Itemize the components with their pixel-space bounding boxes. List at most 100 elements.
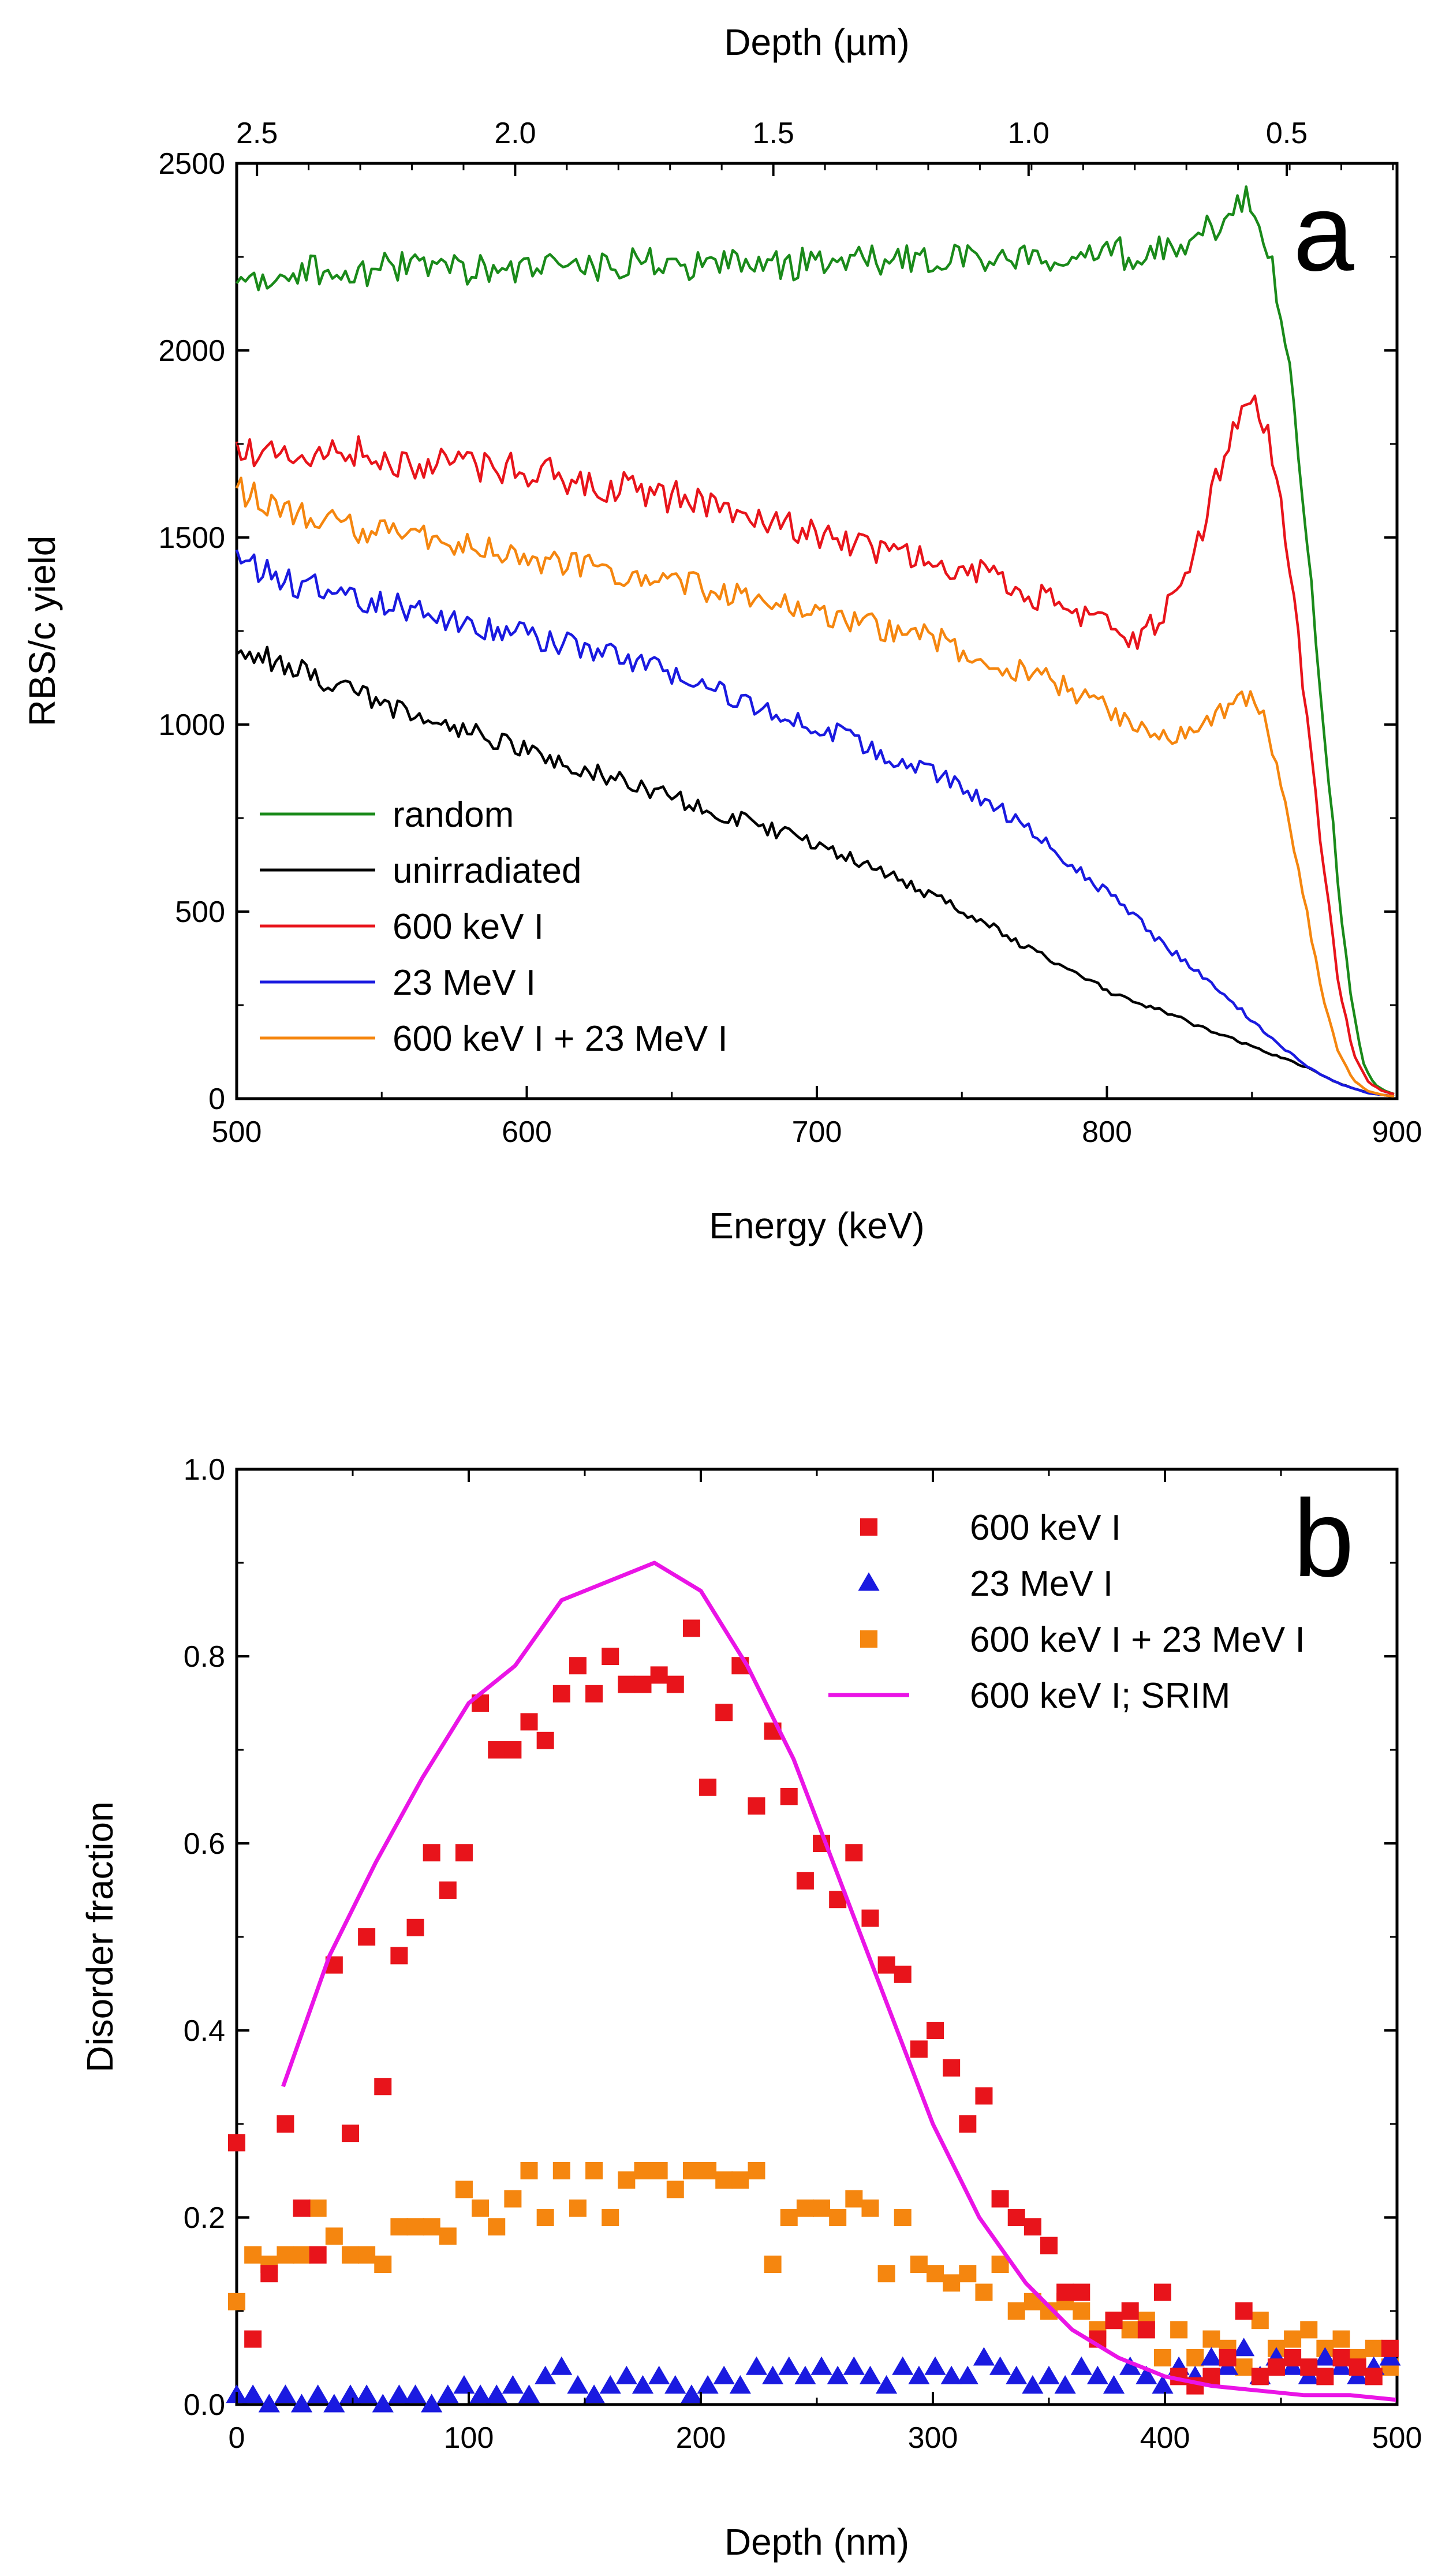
data-point-600-kev-i [650,1666,668,1684]
data-point-23-mev-i [1103,2375,1125,2394]
data-point-600-kev-i-23-mev-i [390,2218,408,2236]
data-point-600-kev-i-23-mev-i [927,2265,944,2283]
panel-a-series [235,185,1395,1098]
data-point-600-kev-i [309,2246,327,2264]
data-point-600-kev-i-23-mev-i [423,2218,440,2236]
data-point-600-kev-i-23-mev-i [1007,2302,1025,2320]
data-point-600-kev-i [1219,2349,1237,2366]
data-point-23-mev-i [518,2384,540,2403]
data-point-23-mev-i [242,2384,264,2403]
panel-b-ticks: 0 100 200 300 400 500 0.0 0.2 0.4 0.6 0.8 1.0 [184,1453,1422,2455]
data-point-600-kev-i [1284,2349,1302,2366]
x-tick-label-200: 200 [676,2421,726,2455]
data-point-600-kev-i-23-mev-i [1332,2330,1350,2348]
data-point-600-kev-i [374,2078,392,2096]
data-point-23-mev-i [274,2384,297,2403]
data-point-600-kev-i [1024,2218,1041,2236]
data-point-600-kev-i-23-mev-i [455,2181,473,2198]
data-point-600-kev-i-23-mev-i [715,2171,733,2189]
x-tick-label-700: 700 [792,1115,842,1149]
data-point-600-kev-i-23-mev-i [602,2209,619,2226]
data-point-600-kev-i-23-mev-i [1300,2321,1318,2339]
data-point-600-kev-i-23-mev-i [780,2209,798,2226]
data-point-600-kev-i-23-mev-i [552,2162,570,2179]
data-point-23-mev-i [989,2356,1011,2375]
x2-tick-label-2-0: 2.0 [494,117,536,150]
data-point-600-kev-i [927,2022,944,2039]
data-point-600-kev-i [666,1675,684,1693]
data-point-600-kev-i [1073,2283,1090,2301]
data-point-600-kev-i [260,2265,278,2283]
data-point-23-mev-i [421,2394,443,2413]
x-tick-label-100: 100 [444,2421,494,2455]
data-point-600-kev-i [358,1928,376,1946]
data-point-23-mev-i [1314,2347,1336,2366]
data-point-600-kev-i-23-mev-i [244,2246,262,2264]
data-point-23-mev-i [437,2384,459,2403]
x-tick-label-500: 500 [212,1115,262,1149]
data-point-23-mev-i [339,2384,361,2403]
data-point-23-mev-i [1135,2365,1157,2384]
data-point-600-kev-i-23-mev-i [1121,2321,1139,2339]
panel-a-letter: a [1293,171,1354,294]
data-point-600-kev-i [975,2087,993,2105]
data-point-600-kev-i [1105,2312,1123,2329]
data-point-23-mev-i [1006,2365,1028,2384]
legend-label-random: random [393,795,514,835]
data-point-600-kev-i-23-mev-i [406,2218,424,2236]
legend-label-600-kev-i: 600 keV I [393,907,544,947]
data-point-600-kev-i [1153,2283,1171,2301]
data-point-600-kev-i-23-mev-i [277,2246,294,2264]
data-point-23-mev-i [1070,2356,1092,2375]
panel-b-legend: 600 keV I 23 MeV I 600 keV I + 23 MeV I 600… [828,1508,1305,1716]
data-point-600-kev-i-23-mev-i [796,2199,814,2217]
x-tick-label-500: 500 [1372,2421,1422,2455]
data-point-600-kev-i [1381,2339,1399,2357]
data-point-600-kev-i [1235,2302,1253,2320]
data-point-600-kev-i-23-mev-i [1284,2330,1302,2348]
panel-a-x2-axis-title: Depth (µm) [724,21,909,63]
data-point-23-mev-i [859,2365,881,2384]
data-point-600-kev-i-23-mev-i [1202,2330,1220,2348]
data-point-600-kev-i [1332,2349,1350,2366]
data-point-23-mev-i [924,2356,946,2375]
data-point-23-mev-i [1054,2375,1076,2394]
data-point-23-mev-i [940,2365,962,2384]
y-tick-label-0: 0 [208,1082,225,1116]
x2-tick-label-0-5: 0.5 [1266,117,1308,150]
y-tick-label-2000: 2000 [158,334,225,368]
data-point-23-mev-i [973,2347,995,2366]
data-point-600-kev-i [991,2190,1009,2208]
panel-a-legend: random unirradiated 600 keV I 23 MeV I 600 k… [260,795,728,1059]
data-point-600-kev-i [699,1778,717,1796]
y-tick-label-500: 500 [175,895,225,929]
data-point-23-mev-i [1022,2375,1044,2394]
data-point-23-mev-i [778,2356,800,2375]
data-point-600-kev-i [277,2115,294,2133]
x-tick-label-0: 0 [229,2421,245,2455]
data-point-600-kev-i [1251,2368,1269,2385]
data-point-23-mev-i [794,2365,816,2384]
x-tick-label-800: 800 [1082,1115,1132,1149]
y-tick-label-1000: 1000 [158,708,225,742]
data-point-23-mev-i [957,2365,978,2384]
data-point-600-kev-i [423,1844,440,1862]
data-point-600-kev-i-23-mev-i [731,2171,749,2189]
data-point-600-kev-i [1316,2368,1334,2385]
data-point-23-mev-i [388,2384,410,2403]
y-tick-label-0-0: 0.0 [184,2388,225,2422]
data-point-23-mev-i [599,2375,621,2394]
data-point-600-kev-i-23-mev-i [829,2209,847,2226]
data-point-600-kev-i-23-mev-i [488,2218,506,2236]
data-point-600-kev-i [1137,2321,1155,2339]
x-tick-label-600: 600 [502,1115,552,1149]
data-point-600-kev-i-23-mev-i [1073,2302,1090,2320]
data-point-23-mev-i [1152,2375,1174,2394]
legend-label-600-kev-i-23-mev-i: 600 keV I + 23 MeV I [970,1620,1305,1660]
data-point-600-kev-i-23-mev-i [1186,2349,1204,2366]
data-point-600-kev-i [959,2115,977,2133]
legend-label-600-kev-i-23-mev-i: 600 keV I + 23 MeV I [393,1019,728,1059]
data-point-600-kev-i [406,1918,424,1936]
data-point-600-kev-i [943,2059,961,2077]
